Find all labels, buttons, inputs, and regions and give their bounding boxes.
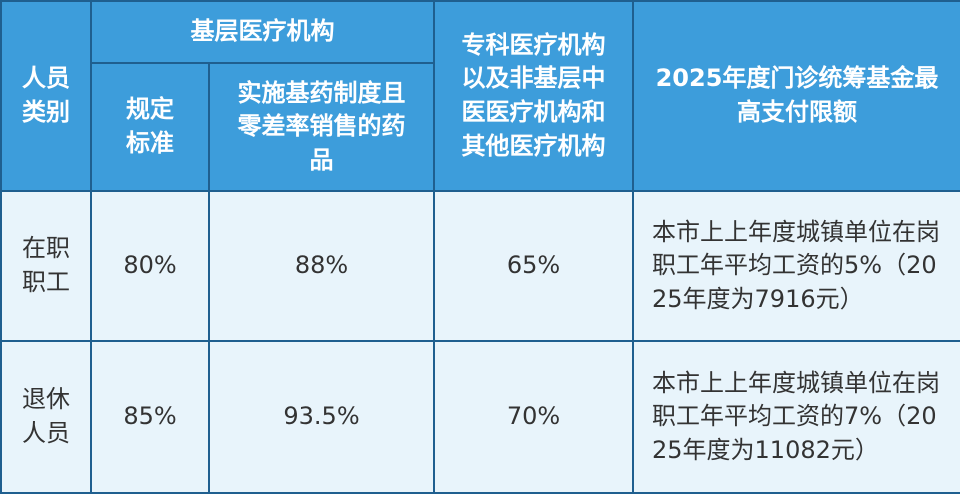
header-cell: 规定标准 (90, 62, 210, 192)
cell: 85% (90, 340, 210, 494)
header-cell: 人员类别 (0, 0, 92, 192)
cell: 本市上上年度城镇单位在岗职工年平均工资的7%（2025年度为11082元） (632, 340, 960, 494)
header-cell: 实施基药制度且零差率销售的药品 (208, 62, 435, 192)
cell: 93.5% (208, 340, 435, 494)
body-row: 退休人员 85% 93.5% 70% 本市上上年度城镇单位在岗职工年平均工资的7… (0, 340, 960, 494)
cell: 退休人员 (0, 340, 92, 494)
cell: 65% (433, 190, 634, 342)
cell: 本市上上年度城镇单位在岗职工年平均工资的5%（2025年度为7916元） (632, 190, 960, 342)
cell: 70% (433, 340, 634, 494)
header-cell: 专科医疗机构以及非基层中医医疗机构和其他医疗机构 (433, 0, 634, 192)
cell: 80% (90, 190, 210, 342)
header-row: 人员类别 基层医疗机构 专科医疗机构以及非基层中医医疗机构和其他医疗机构 202… (0, 0, 960, 192)
header-cell: 2025年度门诊统筹基金最高支付限额 (632, 0, 960, 192)
header-cell: 基层医疗机构 (90, 0, 435, 64)
cell: 在职职工 (0, 190, 92, 342)
body-row: 在职职工 80% 88% 65% 本市上上年度城镇单位在岗职工年平均工资的5%（… (0, 190, 960, 342)
cell: 88% (208, 190, 435, 342)
header-row: 规定标准 实施基药制度且零差率销售的药品 (1, 62, 960, 192)
